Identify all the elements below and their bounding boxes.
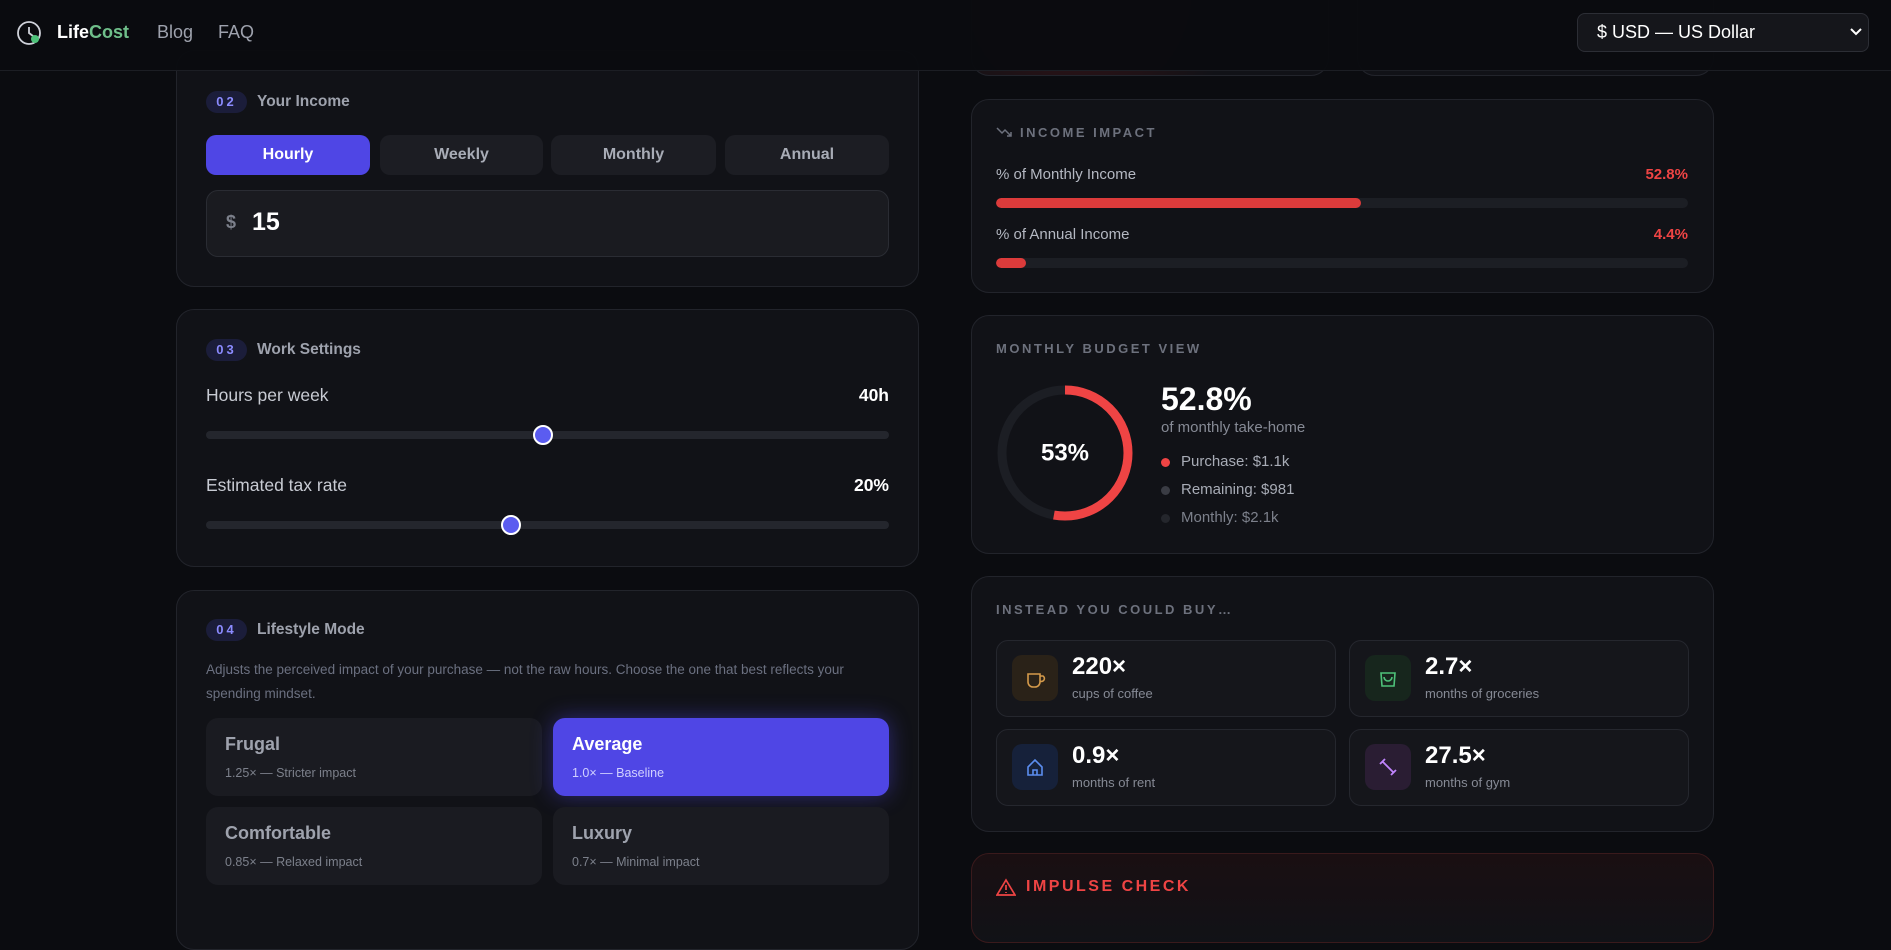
section-title: Lifestyle Mode [257, 621, 365, 638]
legend-item: Remaining: $981 [1181, 481, 1295, 498]
budget-card [971, 315, 1714, 554]
period-tab[interactable]: Annual [725, 135, 889, 175]
card-title: INCOME IMPACT [1020, 125, 1157, 140]
currency-label: $ USD — US Dollar [1597, 22, 1756, 42]
header [0, 0, 1891, 71]
donut-label: 53% [1041, 439, 1089, 466]
legend-dot [1161, 458, 1170, 467]
slider-thumb[interactable] [501, 515, 521, 535]
warning-icon [996, 878, 1016, 896]
brand-cost: Cost [89, 22, 130, 42]
mode-detail: 0.85× — Relaxed impact [225, 855, 363, 869]
logo-icon[interactable] [16, 20, 42, 46]
brand-life: Life [57, 22, 90, 42]
mode-option[interactable]: Frugal 1.25× — Stricter impact [206, 718, 542, 796]
grocery-icon [1365, 655, 1411, 701]
impact-bar [996, 198, 1362, 208]
mode-option[interactable]: Average 1.0× — Baseline [553, 718, 889, 796]
impact-value: 4.4% [1653, 226, 1688, 243]
slider-label: Hours per week [206, 385, 329, 405]
donut-arc [997, 385, 1133, 521]
slider-value: 20% [853, 475, 889, 495]
slider-track[interactable] [206, 521, 889, 529]
mode-detail: 1.25× — Stricter impact [225, 766, 356, 780]
mode-detail: 0.7× — Minimal impact [572, 855, 700, 869]
alt-item: 2.7× months of groceries [1349, 640, 1689, 717]
coffee-icon [1012, 655, 1058, 701]
brand[interactable]: LifeCost [57, 22, 129, 43]
alt-amount: 220× [1072, 653, 1127, 680]
chevron [1850, 28, 1862, 36]
mode-option[interactable]: Comfortable 0.85× — Relaxed impact [206, 807, 542, 885]
alt-amount: 27.5× [1425, 742, 1486, 769]
currency-select[interactable] [1577, 13, 1869, 52]
amount-input[interactable] [206, 190, 889, 257]
impact-label: % of Annual Income [996, 226, 1130, 243]
impact-value: 52.8% [1645, 166, 1688, 183]
mode-name: Comfortable [225, 823, 332, 843]
legend-item: Monthly: $2.1k [1181, 509, 1279, 526]
alt-amount: 0.9× [1072, 742, 1120, 769]
impact-track [996, 198, 1688, 208]
slider-value: 40h [858, 385, 889, 405]
legend-item: Purchase: $1.1k [1181, 453, 1290, 470]
alt-item: 0.9× months of rent [996, 729, 1336, 806]
step-badge: 03 [206, 339, 247, 361]
amount-value: 15 [252, 208, 280, 236]
donut: 53% [997, 385, 1133, 521]
impulse-title: IMPULSE CHECK [1026, 878, 1191, 895]
slider-label: Estimated tax rate [206, 475, 348, 495]
impulse-card [971, 853, 1714, 943]
rent-icon [1012, 744, 1058, 790]
trend-icon [996, 127, 1012, 137]
alt-label: months of gym [1425, 775, 1511, 790]
period-tab[interactable]: Hourly [206, 135, 370, 175]
card-title: MONTHLY BUDGET VIEW [996, 341, 1202, 356]
alt-label: months of rent [1072, 775, 1156, 790]
alt-amount: 2.7× [1425, 653, 1473, 680]
step-badge: 02 [206, 91, 247, 113]
mode-name: Average [572, 734, 643, 754]
headline: 52.8% [1161, 381, 1252, 417]
alt-item: 220× cups of coffee [996, 640, 1336, 717]
impact-track [996, 258, 1688, 268]
card-title: INSTEAD YOU COULD BUY… [996, 602, 1234, 617]
step-badge: 04 [206, 619, 247, 641]
legend-dot [1161, 486, 1170, 495]
legend-dot [1161, 514, 1170, 523]
section-title: Work Settings [257, 341, 361, 358]
description: Adjusts the perceived impact of your pur… [206, 662, 844, 701]
slider-thumb[interactable] [533, 425, 553, 445]
nav-link[interactable]: FAQ [218, 22, 255, 42]
mode-name: Frugal [225, 734, 281, 754]
alt-label: cups of coffee [1072, 686, 1153, 701]
mode-detail: 1.0× — Baseline [572, 766, 665, 780]
mode-name: Luxury [572, 823, 633, 843]
nav-link[interactable]: Blog [157, 22, 194, 42]
subtitle: of monthly take-home [1161, 419, 1306, 436]
alt-item: 27.5× months of gym [1349, 729, 1689, 806]
mode-option[interactable]: Luxury 0.7× — Minimal impact [553, 807, 889, 885]
alt-label: months of groceries [1425, 686, 1540, 701]
currency-symbol: $ [226, 212, 237, 232]
gym-icon [1365, 744, 1411, 790]
period-tab[interactable]: Monthly [551, 135, 716, 175]
impact-bar [996, 258, 1027, 268]
impact-label: % of Monthly Income [996, 166, 1137, 183]
section-title: Your Income [257, 93, 350, 110]
period-tab[interactable]: Weekly [380, 135, 543, 175]
